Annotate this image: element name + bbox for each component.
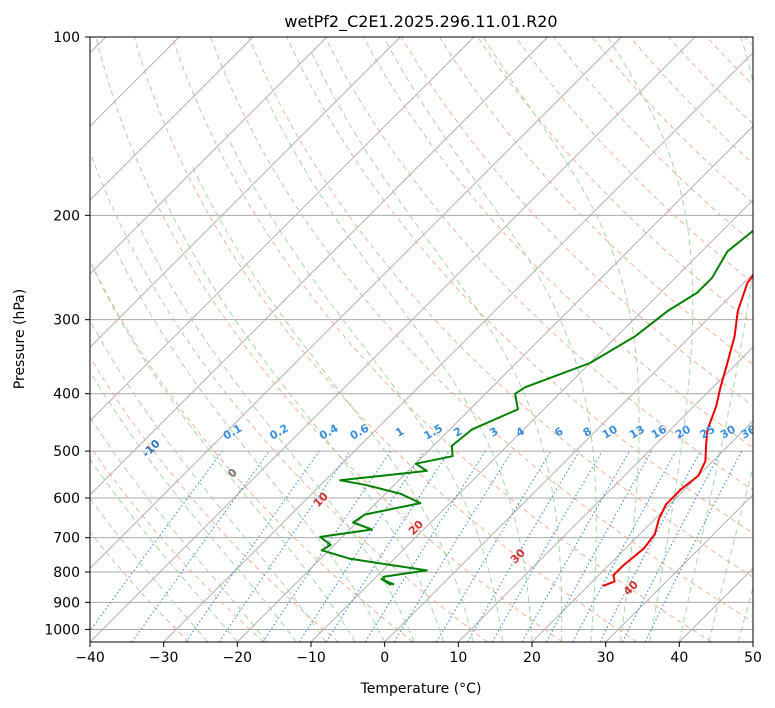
moist-adiabat-line <box>225 132 503 642</box>
moist-adiabat-line <box>90 497 209 642</box>
dry-adiabat-line <box>362 37 753 449</box>
mixing-ratio-line <box>364 450 486 642</box>
temperature-profile-line <box>602 274 753 588</box>
dry-adiabat-line <box>248 37 753 578</box>
isotherm-line <box>605 494 753 642</box>
mixing-ratio-line <box>435 450 552 642</box>
moist-adiabat-line <box>90 319 327 642</box>
moist-adiabat-line <box>678 37 753 642</box>
dry-adiabat-line <box>324 37 753 491</box>
isotherm-line <box>236 125 753 642</box>
y-tick-label: 100 <box>53 30 80 46</box>
y-tick-label: 700 <box>53 531 80 547</box>
mixing-ratio-line <box>545 450 653 642</box>
y-tick-label: 200 <box>53 208 80 224</box>
y-tick-label: 1000 <box>44 622 80 638</box>
moist-adiabat-line <box>309 49 563 642</box>
dry-adiabat-line <box>90 355 339 642</box>
background-lines <box>90 37 753 642</box>
mixing-ratio-line <box>521 450 630 642</box>
plot-frame <box>89 36 754 643</box>
axes: −40 −30 −20 −10 0 10 20 30 40 50 100 200 300 400 500 60… <box>44 30 762 666</box>
isotherm-line <box>90 37 696 642</box>
y-tick-label: 400 <box>53 387 80 403</box>
dry-adiabat-line <box>90 531 190 642</box>
dry-adiabat-line <box>286 37 753 534</box>
mixing-ratio-line <box>393 450 513 642</box>
mixing-ratio-line <box>325 450 450 642</box>
dry-adiabat-line <box>133 37 638 642</box>
moist-adiabat-line <box>90 458 238 642</box>
dry-adiabat-line <box>438 37 753 365</box>
moist-adiabat-line <box>708 466 753 642</box>
y-tick-label: 300 <box>53 313 80 329</box>
isotherm-line <box>90 37 622 569</box>
y-tick-label: 900 <box>53 595 80 611</box>
x-tick-label: 20 <box>523 650 541 666</box>
isotherm-line <box>531 420 753 642</box>
moist-adiabat-line <box>162 195 445 642</box>
mixing-ratio-line <box>467 450 580 642</box>
moist-adiabat-line <box>607 37 694 642</box>
x-tick-label: 30 <box>597 650 615 666</box>
mixing-ratio-line <box>131 450 270 642</box>
x-tick-label: 10 <box>449 650 467 666</box>
moist-adiabat-line <box>113 245 386 642</box>
mixing-ratio-line <box>218 450 351 642</box>
mixing-ratio-line <box>491 450 603 642</box>
moist-adiabat-line <box>737 585 753 642</box>
moist-adiabat-line <box>92 267 356 642</box>
isotherm-line <box>163 52 753 642</box>
y-tick-label: 500 <box>53 444 80 460</box>
dry-adiabat-line <box>90 259 414 642</box>
isotherm-line <box>384 273 753 642</box>
x-tick-label: 50 <box>744 650 762 666</box>
moist-adiabat-line <box>90 416 268 642</box>
y-axis-label: Pressure (hPa) <box>12 289 28 389</box>
dewpoint-profile-line <box>319 229 753 586</box>
dry-adiabat-line <box>210 37 753 623</box>
isotherm-line <box>90 37 328 275</box>
chart-title: wetPf2_C2E1.2025.296.11.01.R20 <box>284 12 557 32</box>
x-tick-label: 40 <box>670 650 688 666</box>
x-tick-label: 0 <box>380 650 389 666</box>
dry-adiabat-line <box>400 37 753 407</box>
x-tick-label: −40 <box>75 650 105 666</box>
mixing-ratio-line <box>185 450 320 642</box>
y-tick-label: 600 <box>53 491 80 507</box>
isotherm-line <box>90 37 549 496</box>
x-axis-label: Temperature (°C) <box>360 681 482 697</box>
isotherm-line <box>90 37 254 201</box>
moist-adiabat-line <box>482 37 640 642</box>
x-tick-label: −10 <box>296 650 326 666</box>
isotherm-line <box>90 37 475 422</box>
moist-adiabat-line <box>90 370 297 642</box>
moist-adiabat-line <box>383 37 597 642</box>
mixing-ratio-label: 36 <box>739 423 759 442</box>
y-tick-label: 800 <box>53 565 80 581</box>
x-tick-label: −30 <box>149 650 179 666</box>
moist-adiabat-line <box>136 221 415 642</box>
profile-lines <box>319 229 753 588</box>
isotherm-line <box>90 37 401 348</box>
x-tick-label: −20 <box>223 650 253 666</box>
mixing-ratio-line <box>572 450 677 642</box>
mixing-ratio-line <box>90 450 223 632</box>
dry-adiabat-line <box>95 37 563 642</box>
moist-adiabat-line <box>264 94 533 642</box>
